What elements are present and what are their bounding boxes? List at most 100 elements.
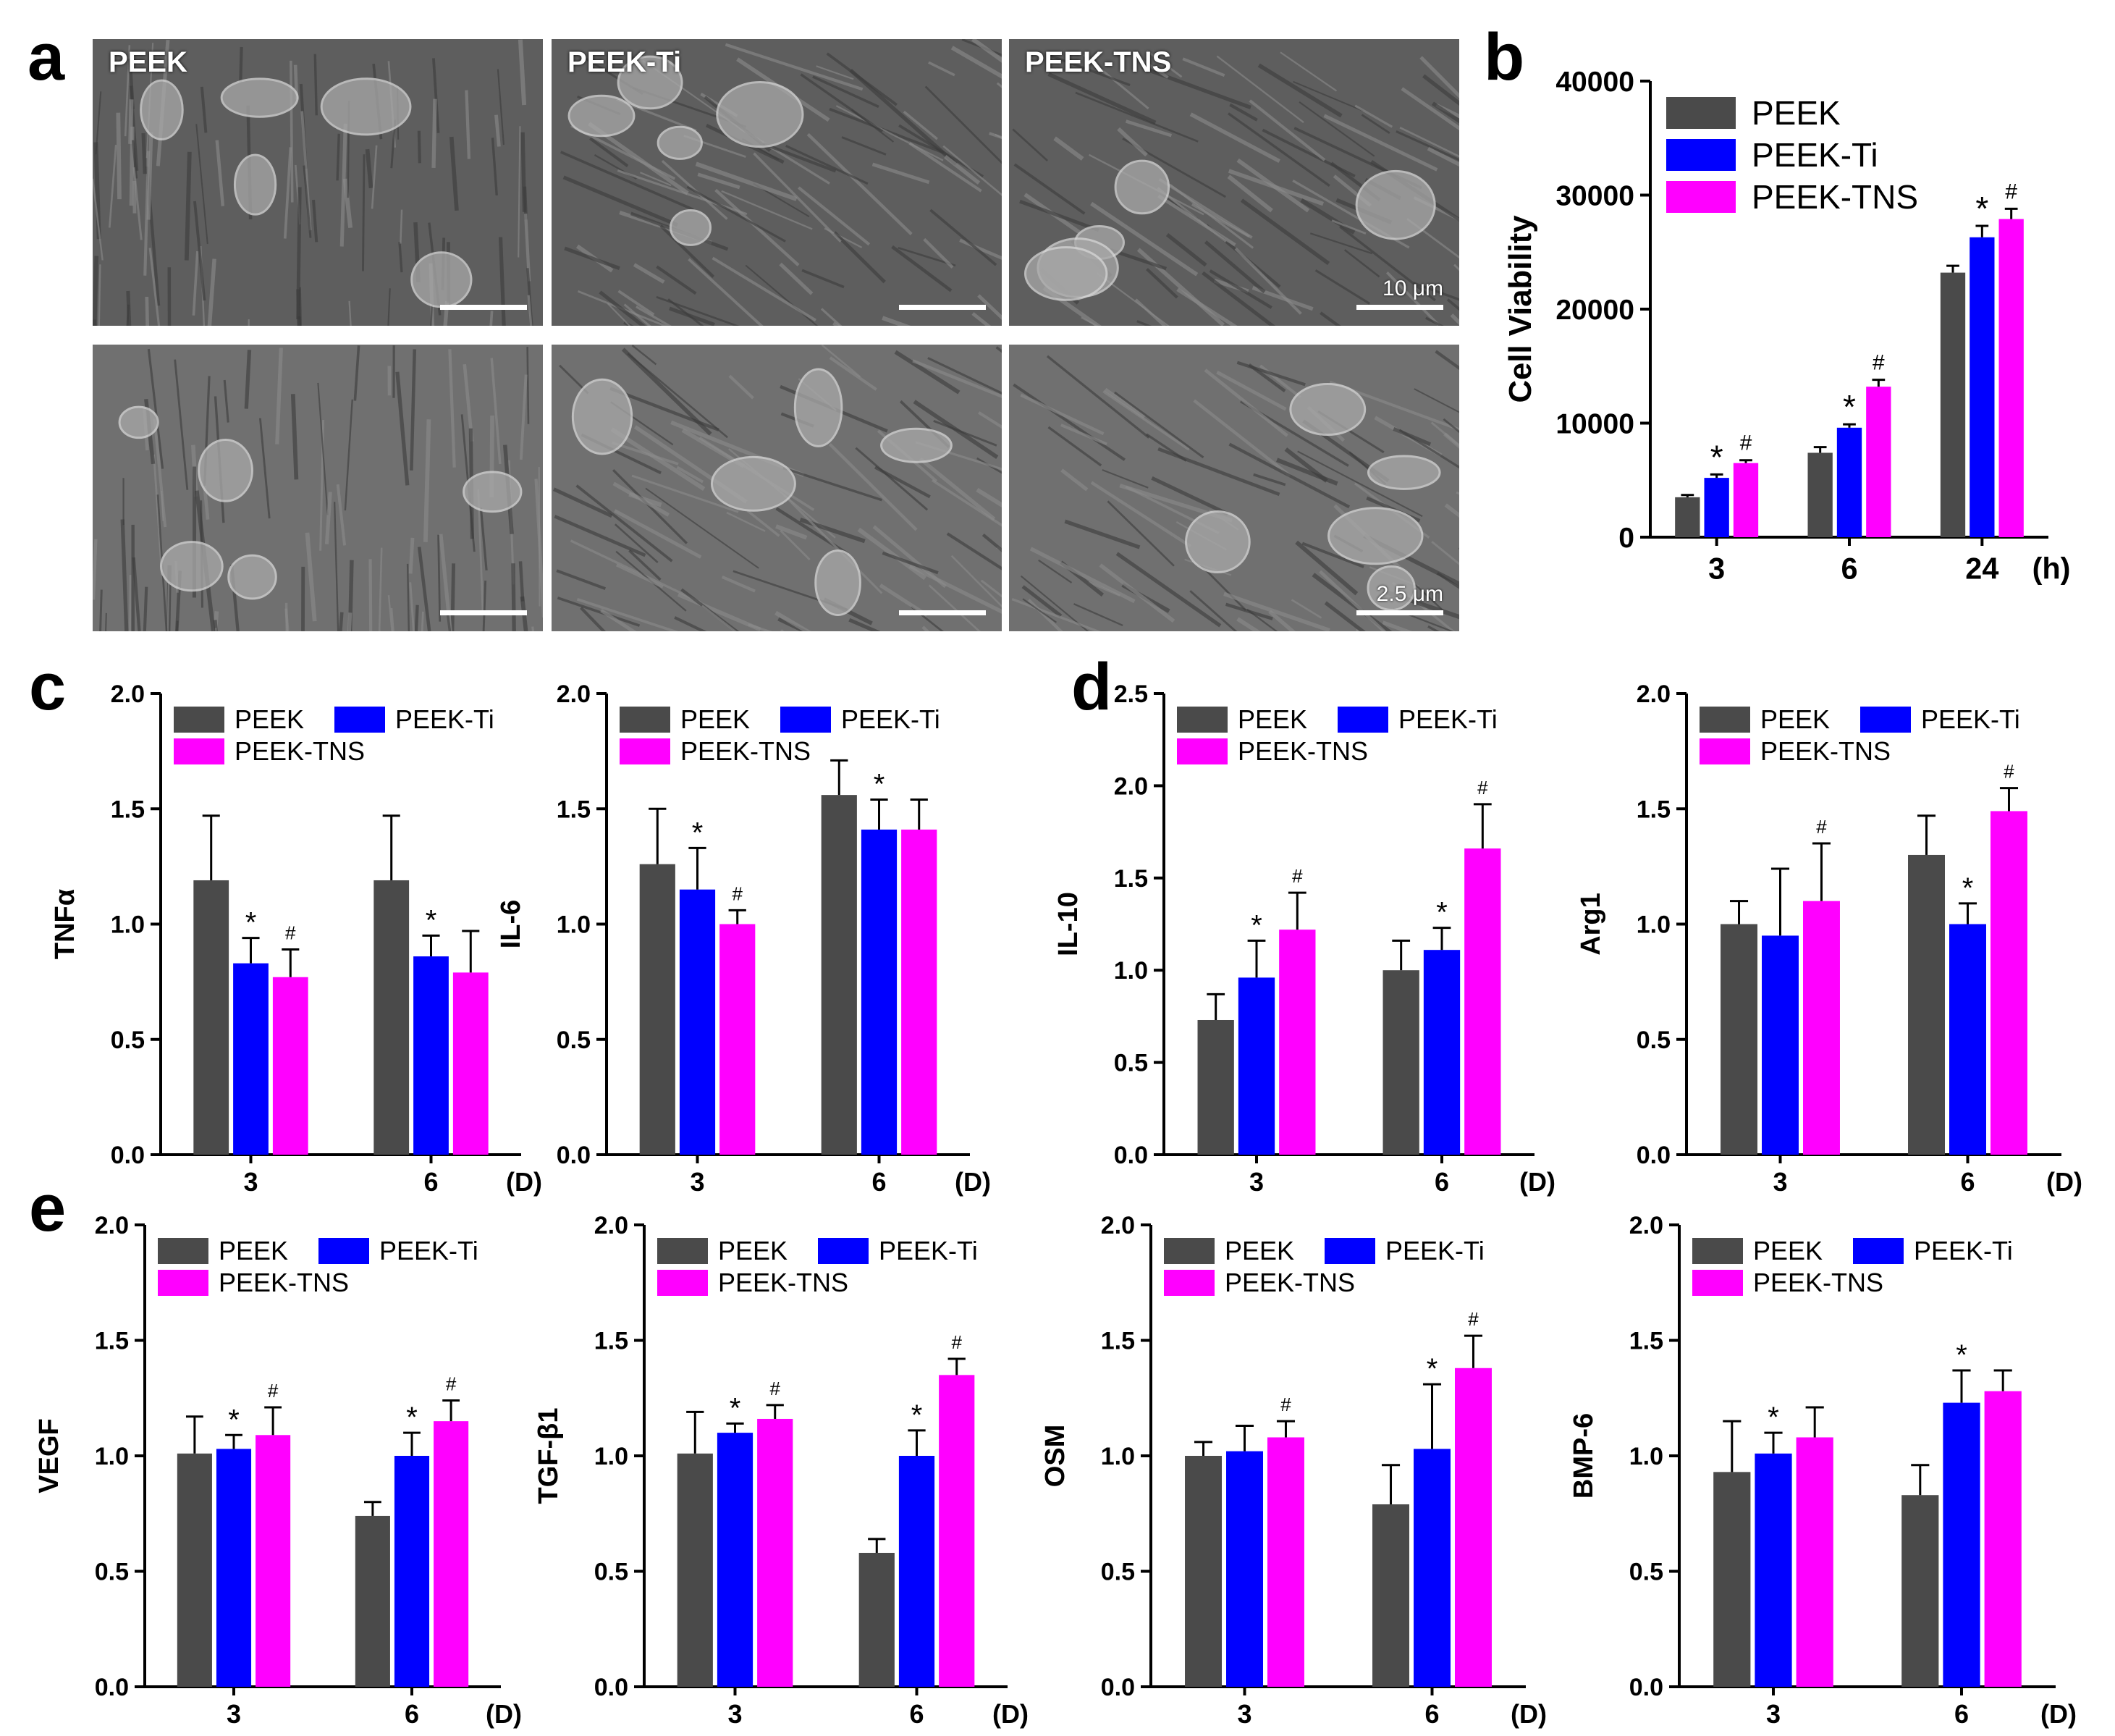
x-tick-label: 3 — [690, 1167, 704, 1197]
legend-label: PEEK-Ti — [379, 1236, 478, 1265]
significance-mark: # — [268, 1380, 279, 1402]
legend-swatch — [1164, 1238, 1215, 1264]
legend-label: PEEK — [1760, 704, 1830, 734]
bar-peek-tns-3 — [1279, 930, 1316, 1155]
legend-swatch — [1164, 1270, 1215, 1296]
y-tick-label: 1.0 — [594, 1443, 628, 1470]
y-tick-label: 2.0 — [1101, 1212, 1135, 1239]
legend-label: PEEK-TNS — [1752, 178, 1918, 216]
legend-label: PEEK-Ti — [1921, 704, 2020, 734]
significance-mark: * — [1843, 388, 1856, 426]
bar-peek-ti-3 — [717, 1433, 753, 1687]
y-tick-label: 1.0 — [95, 1443, 129, 1470]
scale-bar-label: 10 μm — [1382, 277, 1443, 300]
legend-swatch — [1177, 707, 1228, 733]
y-tick-label: 1.5 — [95, 1328, 129, 1355]
sem-texture — [1009, 345, 1459, 631]
scale-bar — [899, 305, 986, 310]
bar-peek-tns-6 — [901, 829, 937, 1155]
y-axis-label: Arg1 — [1576, 893, 1606, 956]
x-tick-label: 6 — [1424, 1699, 1439, 1729]
significance-mark: * — [406, 1402, 418, 1433]
y-tick-label: 0.5 — [95, 1559, 129, 1586]
bar-peek-3 — [177, 1453, 212, 1687]
scale-bar — [440, 305, 527, 310]
bar-peek-6 — [373, 880, 410, 1155]
y-tick-label: 1.0 — [1629, 1443, 1663, 1470]
x-tick-label: 6 — [405, 1699, 419, 1729]
sem-image-peek-row1: PEEK — [93, 39, 543, 326]
bar-peek-tns-6 — [1984, 1391, 2022, 1687]
legend-label: PEEK-TNS — [235, 736, 365, 766]
sem-texture — [552, 345, 1002, 631]
legend-label: PEEK — [235, 704, 304, 734]
x-tick-label: 6 — [1960, 1167, 1975, 1197]
legend-label: PEEK — [1238, 704, 1307, 734]
x-unit-label: (h) — [2032, 552, 2071, 586]
y-tick-label: 0.0 — [95, 1674, 129, 1701]
significance-mark: # — [1740, 431, 1752, 455]
legend-swatch — [1177, 738, 1228, 764]
y-axis-label: OSM — [1040, 1425, 1071, 1488]
x-unit-label: (D) — [955, 1167, 991, 1197]
bar-peek-ti-3 — [679, 889, 716, 1155]
significance-mark: * — [874, 769, 885, 801]
bar-peek-ti-3 — [1755, 1453, 1792, 1687]
legend-label: PEEK-TNS — [1753, 1268, 1883, 1297]
legend-label: PEEK-TNS — [1225, 1268, 1355, 1297]
legend-label: PEEK-Ti — [1398, 704, 1498, 734]
bar-peek-ti-6 — [1949, 924, 1986, 1155]
bar-peek-ti-6 — [413, 956, 449, 1155]
y-axis-label: IL-6 — [496, 900, 526, 949]
bar-peek-tns-3 — [1267, 1437, 1304, 1687]
y-tick-label: 1.5 — [557, 796, 591, 823]
legend-label: PEEK-TNS — [718, 1268, 848, 1297]
bar-peek-tns-3 — [256, 1435, 291, 1687]
bar-peek-ti-6 — [394, 1456, 430, 1687]
legend-swatch — [1338, 707, 1388, 733]
x-unit-label: (D) — [992, 1699, 1029, 1729]
y-tick-label: 2.0 — [1114, 772, 1148, 800]
legend-label: PEEK-Ti — [841, 704, 940, 734]
legend-swatch — [1860, 707, 1911, 733]
y-tick-label: 0.0 — [1114, 1142, 1148, 1169]
y-tick-label: 0.5 — [557, 1027, 591, 1054]
y-tick-label: 1.0 — [1637, 911, 1671, 939]
bar-peek-tns-6 — [1464, 848, 1501, 1155]
y-tick-label: 1.0 — [111, 911, 145, 939]
bar-peek-tns-6 — [452, 972, 489, 1155]
bar-peek-tns-3 — [757, 1418, 793, 1687]
legend-label: PEEK-TNS — [1238, 736, 1368, 766]
panel-letter-c: c — [29, 650, 66, 724]
y-tick-label: 2.0 — [111, 681, 145, 708]
significance-mark: * — [1436, 897, 1448, 929]
bar-peek-6 — [1901, 1495, 1939, 1687]
chart-arg1: 0.0 0.5 1.0 1.5 2.0 Arg1 3 #6 * # (D) PEEK PEEK-Ti PE… — [1576, 681, 2082, 1197]
bar-peek-6 — [355, 1515, 390, 1687]
y-tick-label: 0 — [1618, 523, 1634, 554]
legend-swatch — [1325, 1238, 1375, 1264]
y-tick-label: 1.5 — [111, 796, 145, 823]
bar-peek-tns-6 — [939, 1375, 975, 1687]
bar-peek-3 — [1675, 497, 1700, 537]
bar-peek-tns-3 — [719, 924, 756, 1155]
bar-peek-ti-3 — [216, 1449, 252, 1687]
legend-swatch — [1666, 97, 1736, 129]
x-tick-label: 3 — [1249, 1167, 1264, 1197]
bar-peek-ti-3 — [1704, 478, 1729, 537]
legend-label: PEEK — [1225, 1236, 1294, 1265]
significance-mark: # — [1468, 1308, 1479, 1330]
y-tick-label: 2.0 — [1629, 1212, 1663, 1239]
sem-texture — [1009, 39, 1459, 326]
bar-peek-ti-3 — [233, 963, 269, 1155]
y-tick-label: 40000 — [1555, 67, 1634, 98]
legend-label: PEEK-TNS — [1760, 736, 1891, 766]
significance-mark: # — [446, 1373, 457, 1394]
legend-swatch — [318, 1238, 369, 1264]
panel-letter-a: a — [28, 20, 65, 94]
scale-bar — [1356, 305, 1443, 310]
x-tick-label: 3 — [1708, 552, 1725, 586]
x-unit-label: (D) — [506, 1167, 542, 1197]
x-tick-label: 3 — [243, 1167, 258, 1197]
